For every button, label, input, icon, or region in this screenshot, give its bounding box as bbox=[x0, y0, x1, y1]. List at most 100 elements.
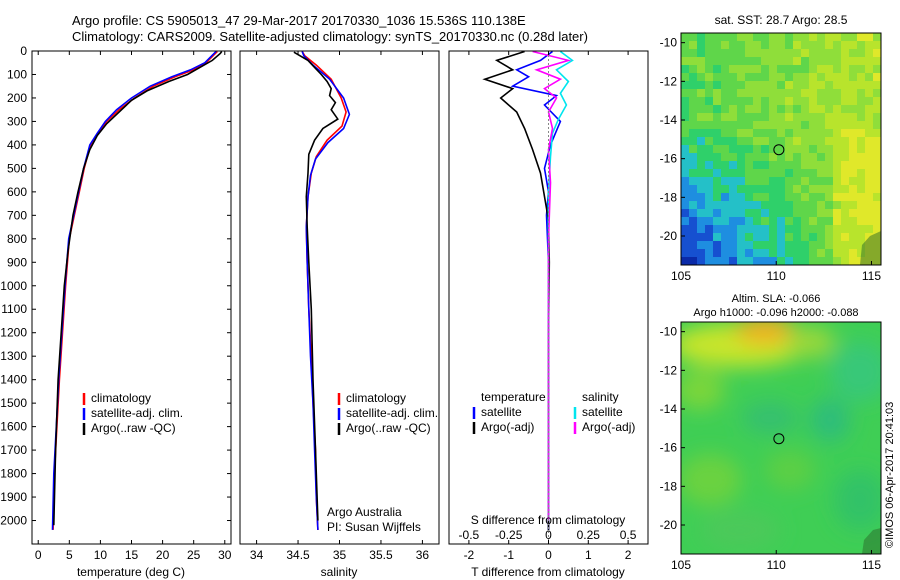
sst-cell bbox=[705, 33, 713, 41]
salinity-profile-lines bbox=[293, 51, 351, 530]
sst-cell bbox=[833, 233, 841, 241]
sst-cell bbox=[817, 161, 825, 169]
sst-cell bbox=[809, 105, 817, 113]
sst-cell bbox=[721, 129, 729, 137]
sst-cell bbox=[737, 97, 745, 105]
credit-argo-australia: Argo Australia bbox=[327, 505, 402, 519]
sst-cell bbox=[689, 113, 697, 121]
sst-cell bbox=[689, 217, 697, 225]
sst-cell bbox=[745, 225, 753, 233]
sst-cell bbox=[745, 73, 753, 81]
sst-cell bbox=[729, 33, 737, 41]
sst-cell bbox=[713, 57, 721, 65]
sst-cell bbox=[737, 209, 745, 217]
sst-cell bbox=[761, 161, 769, 169]
sst-cell bbox=[793, 49, 801, 57]
sst-cell bbox=[801, 177, 809, 185]
sst-cell bbox=[729, 249, 737, 257]
sst-cell bbox=[801, 57, 809, 65]
sst-cell bbox=[721, 113, 729, 121]
sst-cell bbox=[817, 257, 825, 265]
sst-cell bbox=[697, 169, 705, 177]
sst-cell bbox=[689, 145, 697, 153]
sst-cell bbox=[785, 177, 793, 185]
sst-cell bbox=[729, 49, 737, 57]
sst-cell bbox=[833, 81, 841, 89]
sst-cell bbox=[737, 169, 745, 177]
sst-cell bbox=[761, 169, 769, 177]
sst-cell bbox=[713, 129, 721, 137]
sst-cell bbox=[865, 81, 873, 89]
s-diff-tick-label: -0.5 bbox=[459, 528, 480, 542]
sst-cell bbox=[721, 89, 729, 97]
sst-cell bbox=[689, 81, 697, 89]
sst-cell bbox=[865, 185, 873, 193]
sst-cell bbox=[857, 169, 865, 177]
sst-cell bbox=[761, 113, 769, 121]
sla-coastline bbox=[862, 528, 881, 554]
sst-cell bbox=[785, 161, 793, 169]
sst-cell bbox=[801, 153, 809, 161]
sst-cell bbox=[833, 153, 841, 161]
sst-cell bbox=[721, 153, 729, 161]
y-tick-label: 1900 bbox=[0, 490, 27, 504]
sst-cell bbox=[713, 185, 721, 193]
sst-map-ticks: 105 110 115 -10 -12 -14 -16 -18 -20 bbox=[660, 36, 882, 283]
sst-cell bbox=[857, 129, 865, 137]
sst-cell bbox=[857, 49, 865, 57]
sst-cell bbox=[801, 105, 809, 113]
sst-cell bbox=[689, 153, 697, 161]
sst-cell bbox=[729, 73, 737, 81]
sst-cell bbox=[865, 177, 873, 185]
sst-cell bbox=[873, 185, 881, 193]
sst-cell bbox=[777, 65, 785, 73]
x-tick-label: 15 bbox=[125, 548, 139, 562]
sst-cell bbox=[713, 169, 721, 177]
sst-cell bbox=[801, 225, 809, 233]
sst-cell bbox=[777, 185, 785, 193]
sst-cell bbox=[681, 73, 689, 81]
sst-cell bbox=[761, 217, 769, 225]
sst-cell bbox=[777, 217, 785, 225]
sst-cell bbox=[865, 193, 873, 201]
legend-label: Argo(-adj) bbox=[481, 420, 534, 434]
sst-cell bbox=[809, 65, 817, 73]
sst-cell bbox=[793, 201, 801, 209]
x-tick-label: 35 bbox=[333, 548, 347, 562]
sst-cell bbox=[681, 241, 689, 249]
sst-cell bbox=[833, 169, 841, 177]
sst-cell bbox=[809, 41, 817, 49]
sst-cell bbox=[737, 105, 745, 113]
sst-cell bbox=[737, 121, 745, 129]
sst-cell bbox=[857, 153, 865, 161]
sst-cell bbox=[689, 177, 697, 185]
sst-cell bbox=[705, 57, 713, 65]
sst-cell bbox=[817, 81, 825, 89]
sst-cell bbox=[689, 65, 697, 73]
sst-cell bbox=[809, 209, 817, 217]
sst-cell bbox=[681, 185, 689, 193]
sst-cell bbox=[849, 41, 857, 49]
sst-cell bbox=[769, 241, 777, 249]
sst-cell bbox=[833, 121, 841, 129]
x-tick-label: 36 bbox=[416, 548, 430, 562]
s-difference-label: S difference from climatology bbox=[471, 513, 626, 527]
sst-cell bbox=[793, 121, 801, 129]
sst-cell bbox=[697, 241, 705, 249]
sst-cell bbox=[849, 81, 857, 89]
sst-cell bbox=[873, 217, 881, 225]
sst-cell bbox=[809, 113, 817, 121]
sst-cell bbox=[745, 169, 753, 177]
salinity-axes-frame bbox=[239, 50, 440, 545]
sst-cell bbox=[697, 97, 705, 105]
s-diff-tick-label: 0.5 bbox=[620, 528, 637, 542]
sst-cell bbox=[801, 241, 809, 249]
sst-cell bbox=[777, 209, 785, 217]
sst-cell bbox=[825, 217, 833, 225]
sst-cell bbox=[857, 137, 865, 145]
sst-cell bbox=[753, 57, 761, 65]
sst-cell bbox=[761, 209, 769, 217]
sst-cell bbox=[721, 193, 729, 201]
sst-cell bbox=[801, 113, 809, 121]
